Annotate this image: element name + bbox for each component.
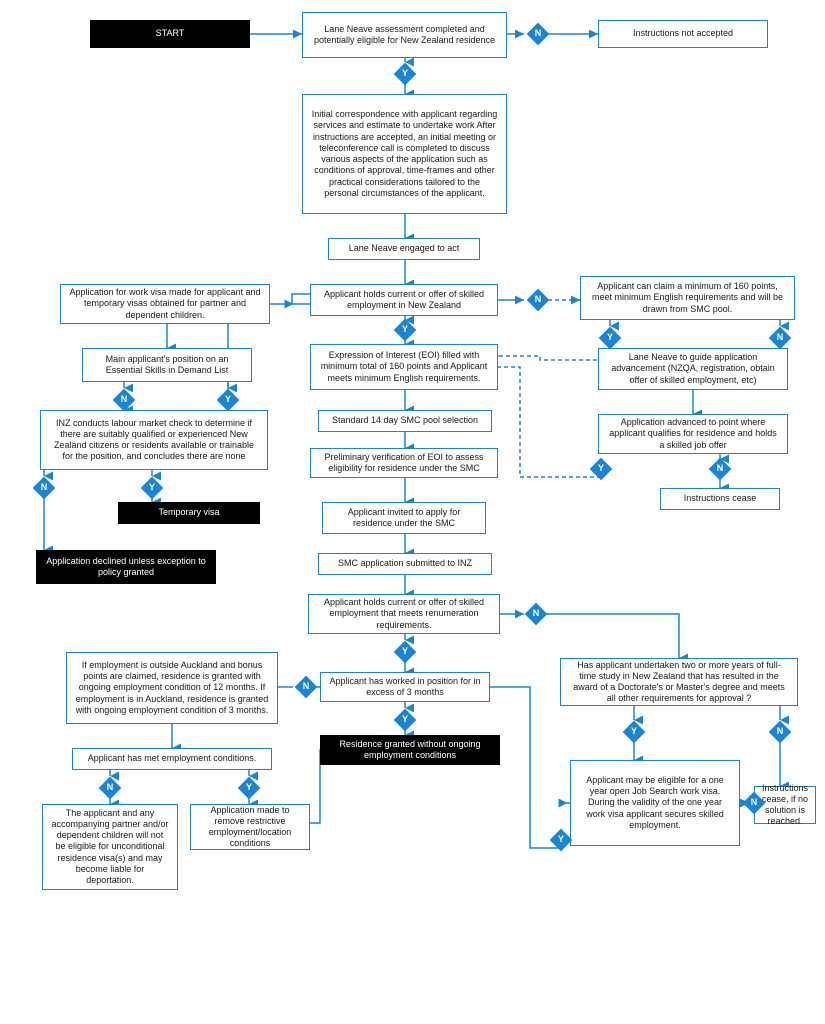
- node-main_pos: Main applicant's position on an Essentia…: [82, 348, 252, 382]
- diamond-d_adv_n: [709, 458, 732, 481]
- diamond-d_claim_n: [769, 327, 792, 350]
- node-app_declined: Application declined unless exception to…: [36, 550, 216, 584]
- node-inz_check: INZ conducts labour market check to dete…: [40, 410, 268, 470]
- diamond-d_assess_n: [527, 23, 550, 46]
- edge-26: [498, 367, 601, 477]
- diamond-d_3mo_y: [394, 709, 417, 732]
- node-engaged: Lane Neave engaged to act: [328, 238, 480, 260]
- node-remove_cond: Application made to remove restrictive e…: [190, 804, 310, 850]
- node-assessment: Lane Neave assessment completed and pote…: [302, 12, 507, 58]
- edge-29: [270, 294, 310, 304]
- diamond-d_inz_n: [33, 477, 56, 500]
- node-worked_3mo: Applicant has worked in position for in …: [320, 672, 490, 702]
- node-outside_ak: If employment is outside Auckland and bo…: [66, 652, 278, 724]
- diamond-d_inz_y: [141, 477, 164, 500]
- node-two_years: Has applicant undertaken two or more yea…: [560, 658, 798, 706]
- diamond-d_3mo_n: [295, 676, 318, 699]
- edge-21: [498, 345, 610, 360]
- node-guide: Lane Neave to guide application advancem…: [598, 348, 788, 390]
- diamond-d_holds2_y: [394, 641, 417, 664]
- edge-58: [490, 687, 560, 848]
- diamond-d_met_y: [238, 777, 261, 800]
- edge-41: [542, 614, 679, 658]
- diamond-d_hold_n: [527, 289, 550, 312]
- node-start: START: [90, 20, 250, 48]
- node-work_visa: Application for work visa made for appli…: [60, 284, 270, 324]
- diamond-d_job_y: [550, 829, 573, 852]
- node-initial_corr: Initial correspondence with applicant re…: [302, 94, 507, 214]
- diamond-d_met_n: [99, 777, 122, 800]
- diamond-d_assess_y: [394, 63, 417, 86]
- diamond-d_claim_y: [599, 327, 622, 350]
- diamond-d_main_y: [217, 389, 240, 412]
- diamond-d_main_n: [113, 389, 136, 412]
- node-invited: Applicant invited to apply for residence…: [322, 502, 486, 534]
- node-smc_submitted: SMC application submitted to INZ: [318, 553, 492, 575]
- node-temp_visa: Temporary visa: [118, 502, 260, 524]
- diamond-d_holds2_n: [525, 603, 548, 626]
- diamond-d_adv_y: [590, 458, 613, 481]
- node-pre_verif: Preliminary verification of EOI to asses…: [310, 448, 498, 478]
- node-not_accepted: Instructions not accepted: [598, 20, 768, 48]
- node-holds_offer: Applicant holds current or offer of skil…: [310, 284, 498, 316]
- node-not_eligible: The applicant and any accompanying partn…: [42, 804, 178, 890]
- node-res_granted: Residence granted without ongoing employ…: [320, 735, 500, 765]
- node-eoi: Expression of Interest (EOI) filled with…: [310, 344, 498, 390]
- edge-53: [310, 750, 320, 823]
- node-claim_160: Applicant can claim a minimum of 160 poi…: [580, 276, 795, 320]
- node-met_cond: Applicant has met employment conditions.: [72, 748, 272, 770]
- node-holds_offer2: Applicant holds current or offer of skil…: [308, 594, 500, 634]
- diamond-d_two_n: [769, 721, 792, 744]
- node-advanced: Application advanced to point where appl…: [598, 414, 788, 454]
- node-instr_cease: Instructions cease: [660, 488, 780, 510]
- diamond-d_two_y: [623, 721, 646, 744]
- node-smc_pool: Standard 14 day SMC pool selection: [318, 410, 492, 432]
- node-job_search: Applicant may be eligible for a one year…: [570, 760, 740, 846]
- diamond-d_hold_y: [394, 319, 417, 342]
